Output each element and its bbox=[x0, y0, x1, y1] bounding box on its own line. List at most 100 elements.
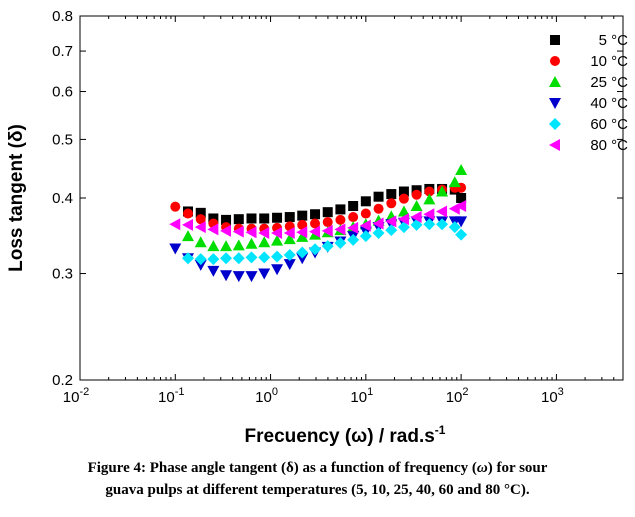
data-point bbox=[271, 264, 284, 276]
x-tick-label: 10-2 bbox=[63, 386, 89, 406]
data-point bbox=[455, 216, 468, 228]
data-point bbox=[334, 236, 347, 249]
data-point bbox=[194, 236, 207, 248]
y-axis-title: Loss tangent (δ) bbox=[6, 124, 27, 272]
data-point bbox=[455, 199, 467, 212]
data-point bbox=[322, 217, 333, 228]
data-point bbox=[335, 214, 346, 225]
legend-label: 60 °C bbox=[590, 116, 628, 133]
legend-label: 40 °C bbox=[590, 95, 628, 112]
data-point bbox=[232, 252, 245, 265]
data-point bbox=[397, 221, 410, 234]
data-point bbox=[359, 219, 371, 232]
data-point bbox=[271, 234, 284, 246]
y-tick-label: 0.5 bbox=[52, 131, 73, 148]
data-point bbox=[194, 259, 207, 271]
data-point bbox=[411, 189, 422, 200]
data-point bbox=[220, 252, 233, 265]
data-point bbox=[284, 212, 295, 223]
data-point bbox=[385, 215, 397, 228]
data-point bbox=[258, 227, 270, 240]
data-point bbox=[220, 240, 233, 252]
data-point bbox=[207, 253, 220, 266]
data-point bbox=[170, 201, 181, 212]
data-point bbox=[373, 203, 384, 214]
data-point bbox=[245, 251, 258, 264]
x-axis-title: Frecuency (ω) / rad.s-1 bbox=[245, 423, 446, 447]
x-axis-title-main: Frecuency (ω) / rad.s bbox=[245, 426, 435, 447]
data-point bbox=[232, 225, 244, 238]
legend-marker bbox=[550, 56, 560, 66]
data-point bbox=[386, 189, 397, 200]
y-tick-label: 0.4 bbox=[52, 190, 73, 207]
data-point bbox=[335, 204, 346, 215]
data-point bbox=[309, 243, 322, 256]
data-point bbox=[296, 246, 309, 259]
y-tick-label: 0.2 bbox=[52, 372, 73, 389]
y-tick-label: 0.3 bbox=[52, 266, 73, 283]
data-point bbox=[195, 207, 206, 218]
legend-marker bbox=[549, 98, 561, 109]
legend-marker bbox=[549, 76, 561, 87]
data-point bbox=[334, 223, 346, 236]
data-point bbox=[424, 186, 435, 197]
axis-ticks bbox=[79, 15, 624, 381]
data-point bbox=[360, 196, 371, 207]
data-point bbox=[436, 205, 448, 218]
data-point bbox=[220, 224, 232, 237]
x-tick-label: 102 bbox=[446, 386, 469, 406]
data-point bbox=[233, 214, 244, 225]
data-point bbox=[397, 213, 409, 226]
y-tick-label: 0.6 bbox=[52, 84, 73, 101]
data-point bbox=[207, 223, 219, 236]
data-point bbox=[232, 239, 245, 251]
data-point bbox=[321, 224, 333, 237]
data-point bbox=[207, 265, 220, 277]
data-point bbox=[321, 240, 334, 253]
data-point bbox=[258, 251, 271, 264]
data-point bbox=[232, 271, 245, 283]
data-point bbox=[448, 176, 461, 188]
data-point bbox=[373, 191, 384, 202]
data-point bbox=[296, 226, 308, 239]
series-5 bbox=[169, 199, 467, 240]
data-point bbox=[410, 199, 423, 211]
data-points bbox=[169, 164, 468, 283]
data-point bbox=[283, 259, 296, 271]
data-point bbox=[283, 233, 296, 245]
data-point bbox=[372, 227, 385, 240]
data-point bbox=[207, 240, 220, 252]
x-tick-label: 10-1 bbox=[158, 386, 184, 406]
data-point bbox=[455, 228, 468, 241]
caption-line-1: Figure 4: Phase angle tangent (δ) as a f… bbox=[87, 460, 548, 476]
data-point bbox=[347, 221, 359, 234]
data-point bbox=[348, 200, 359, 211]
data-point bbox=[360, 208, 371, 219]
plot-frame bbox=[79, 15, 624, 381]
data-point bbox=[271, 227, 283, 240]
data-point bbox=[296, 230, 309, 242]
caption-line-2: guava pulps at different temperatures (5… bbox=[105, 482, 530, 498]
series-4 bbox=[182, 218, 468, 266]
legend-label: 25 °C bbox=[590, 74, 628, 91]
data-point bbox=[245, 226, 257, 239]
y-tick-label: 0.7 bbox=[52, 43, 73, 60]
data-point bbox=[194, 221, 206, 234]
legend-marker bbox=[549, 118, 561, 130]
data-point bbox=[297, 219, 308, 230]
data-point bbox=[194, 253, 207, 266]
data-point bbox=[259, 213, 270, 224]
data-point bbox=[310, 209, 321, 220]
data-point bbox=[410, 211, 422, 224]
data-point bbox=[385, 224, 398, 237]
data-point bbox=[169, 243, 182, 255]
data-point bbox=[283, 248, 296, 261]
legend-label: 5 °C bbox=[599, 32, 629, 49]
data-point bbox=[347, 233, 360, 246]
x-axis-title-sup: -1 bbox=[435, 423, 446, 437]
figure-caption: Figure 4: Phase angle tangent (δ) as a f… bbox=[0, 457, 635, 501]
tick-labels: 10-2 10-1 100 101 102 103 0.2 0.3 0.4 0.5 0.6 0.7 0.… bbox=[52, 8, 564, 406]
data-point bbox=[398, 186, 409, 197]
data-point bbox=[436, 185, 449, 197]
